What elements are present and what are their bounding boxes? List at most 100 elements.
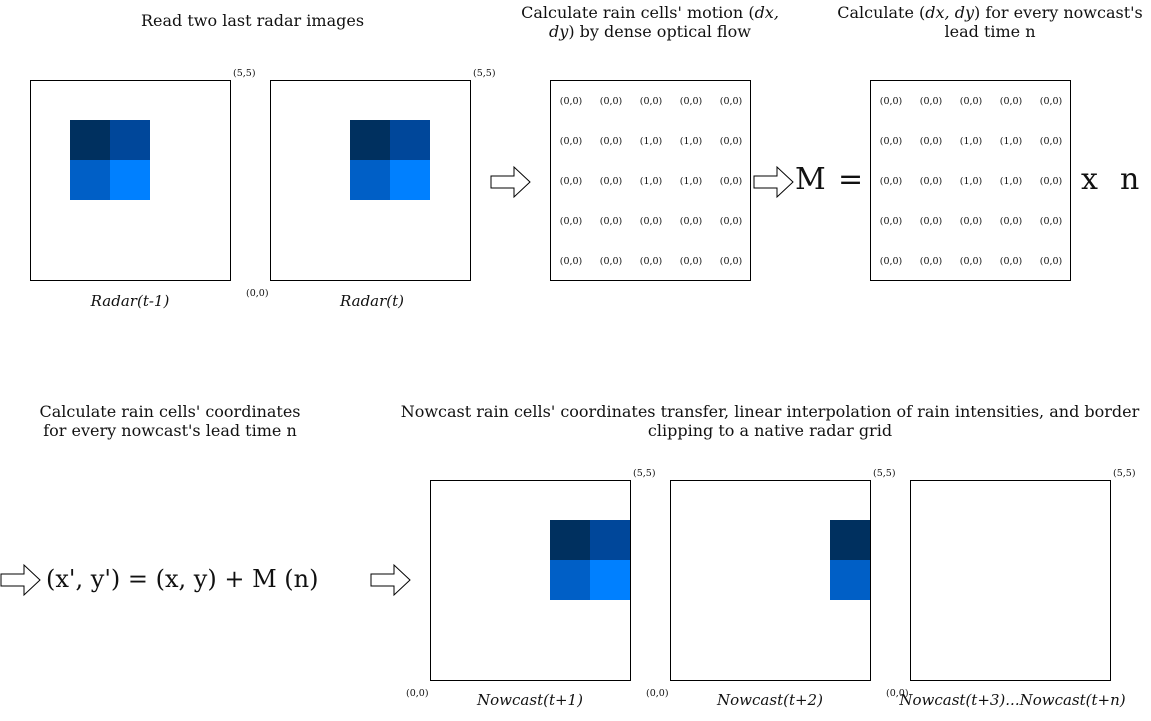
matrix-cell: (1,0) — [999, 175, 1023, 187]
rain-cell — [590, 560, 630, 600]
matrix-cell: (0,0) — [679, 255, 703, 267]
nowcast-n-grid — [910, 480, 1111, 681]
matrix-cell: (0,0) — [1039, 255, 1063, 267]
rain-cell — [70, 160, 110, 200]
m-symbol: M — [795, 162, 826, 197]
matrix-cell: (0,0) — [559, 255, 583, 267]
corner-label-origin: (0,0) — [646, 688, 669, 699]
matrix-cell: (1,0) — [679, 135, 703, 147]
matrix-cell: (0,0) — [879, 175, 903, 187]
matrix-cell: (0,0) — [719, 215, 743, 227]
rain-cell — [830, 520, 870, 560]
matrix-cell: (0,0) — [1039, 215, 1063, 227]
matrix-cell: (0,0) — [559, 175, 583, 187]
matrix-cell: (0,0) — [959, 95, 983, 107]
leadtime-matrix-grid: (0,0) (0,0) (0,0) (0,0) (0,0) (0,0) (0,0… — [870, 80, 1071, 281]
matrix-cell: (0,0) — [919, 135, 943, 147]
rain-cell — [390, 120, 430, 160]
coords-caption: Calculate rain cells' coordinates for ev… — [39, 402, 301, 440]
matrix-cell: (1,0) — [639, 175, 663, 187]
equals-sign: = — [838, 162, 864, 197]
arrow-right-icon — [0, 563, 41, 597]
rain-cell — [550, 520, 590, 560]
rain-cell — [590, 520, 630, 560]
matrix-cell: (0,0) — [719, 95, 743, 107]
matrix-cell: (0,0) — [559, 95, 583, 107]
radar-prev-grid — [30, 80, 231, 281]
matrix-cell: (0,0) — [599, 175, 623, 187]
n-symbol: n — [1120, 162, 1140, 197]
nowcast-2-grid — [670, 480, 871, 681]
corner-label-origin: (0,0) — [246, 288, 269, 299]
nowcast-2-label: Nowcast(t+2) — [717, 691, 823, 709]
matrix-cell: (1,0) — [959, 135, 983, 147]
nowcast-n-label: Nowcast(t+3)...Nowcast(t+n) — [899, 691, 1126, 709]
radar-now-label: Radar(t) — [339, 292, 405, 310]
matrix-cell: (0,0) — [639, 255, 663, 267]
matrix-cell: (0,0) — [679, 95, 703, 107]
matrix-cell: (0,0) — [919, 175, 943, 187]
corner-label-origin: (0,0) — [886, 688, 909, 699]
corner-label-origin: (0,0) — [406, 688, 429, 699]
arrow-right-icon — [753, 165, 794, 199]
matrix-cell: (1,0) — [959, 175, 983, 187]
matrix-cell: (0,0) — [599, 255, 623, 267]
matrix-cell: (0,0) — [719, 255, 743, 267]
rain-cell — [350, 120, 390, 160]
matrix-cell: (0,0) — [1039, 135, 1063, 147]
corner-label-top-right: (5,5) — [233, 68, 256, 79]
matrix-cell: (0,0) — [599, 215, 623, 227]
rain-cell — [390, 160, 430, 200]
matrix-cell: (0,0) — [879, 135, 903, 147]
leadtime-caption: Calculate (dx, dy) for every nowcast's l… — [837, 3, 1143, 41]
read-radar-caption: Read two last radar images — [140, 11, 365, 30]
arrow-right-icon — [370, 563, 411, 597]
matrix-cell: (0,0) — [999, 255, 1023, 267]
matrix-cell: (0,0) — [879, 95, 903, 107]
matrix-cell: (1,0) — [639, 135, 663, 147]
matrix-cell: (0,0) — [559, 215, 583, 227]
radar-prev-label: Radar(t-1) — [90, 292, 170, 310]
matrix-cell: (0,0) — [1039, 95, 1063, 107]
flow-matrix-grid: (0,0) (0,0) (0,0) (0,0) (0,0) (0,0) (0,0… — [550, 80, 751, 281]
matrix-cell: (0,0) — [639, 215, 663, 227]
nowcast-1-grid — [430, 480, 631, 681]
rain-cell — [830, 560, 870, 600]
matrix-cell: (0,0) — [719, 175, 743, 187]
matrix-cell: (0,0) — [959, 215, 983, 227]
matrix-cell: (0,0) — [879, 215, 903, 227]
matrix-cell: (0,0) — [879, 255, 903, 267]
matrix-cell: (0,0) — [599, 135, 623, 147]
corner-label-top-right: (5,5) — [633, 468, 656, 479]
matrix-cell: (0,0) — [999, 95, 1023, 107]
matrix-cell: (0,0) — [919, 255, 943, 267]
matrix-cell: (1,0) — [999, 135, 1023, 147]
rain-cell — [70, 120, 110, 160]
matrix-cell: (0,0) — [1039, 175, 1063, 187]
times-sign: x — [1081, 162, 1098, 197]
matrix-cell: (0,0) — [919, 215, 943, 227]
arrow-right-icon — [490, 165, 531, 199]
matrix-cell: (0,0) — [919, 95, 943, 107]
matrix-cell: (1,0) — [679, 175, 703, 187]
matrix-cell: (0,0) — [999, 215, 1023, 227]
transfer-caption: Nowcast rain cells' coordinates transfer… — [400, 402, 1140, 440]
rain-cell — [110, 120, 150, 160]
rain-cell — [110, 160, 150, 200]
matrix-cell: (0,0) — [679, 215, 703, 227]
matrix-cell: (0,0) — [639, 95, 663, 107]
matrix-cell: (0,0) — [719, 135, 743, 147]
rain-cell — [350, 160, 390, 200]
nowcast-1-label: Nowcast(t+1) — [477, 691, 583, 709]
corner-label-top-right: (5,5) — [473, 68, 496, 79]
matrix-cell: (0,0) — [559, 135, 583, 147]
corner-label-top-right: (5,5) — [1113, 468, 1136, 479]
corner-label-top-right: (5,5) — [873, 468, 896, 479]
motion-caption: Calculate rain cells' motion (dx, dy) by… — [521, 3, 779, 41]
coordinate-equation: (x', y') = (x, y) + M (n) — [46, 565, 319, 593]
matrix-cell: (0,0) — [959, 255, 983, 267]
matrix-cell: (0,0) — [599, 95, 623, 107]
rain-cell — [550, 560, 590, 600]
radar-now-grid — [270, 80, 471, 281]
